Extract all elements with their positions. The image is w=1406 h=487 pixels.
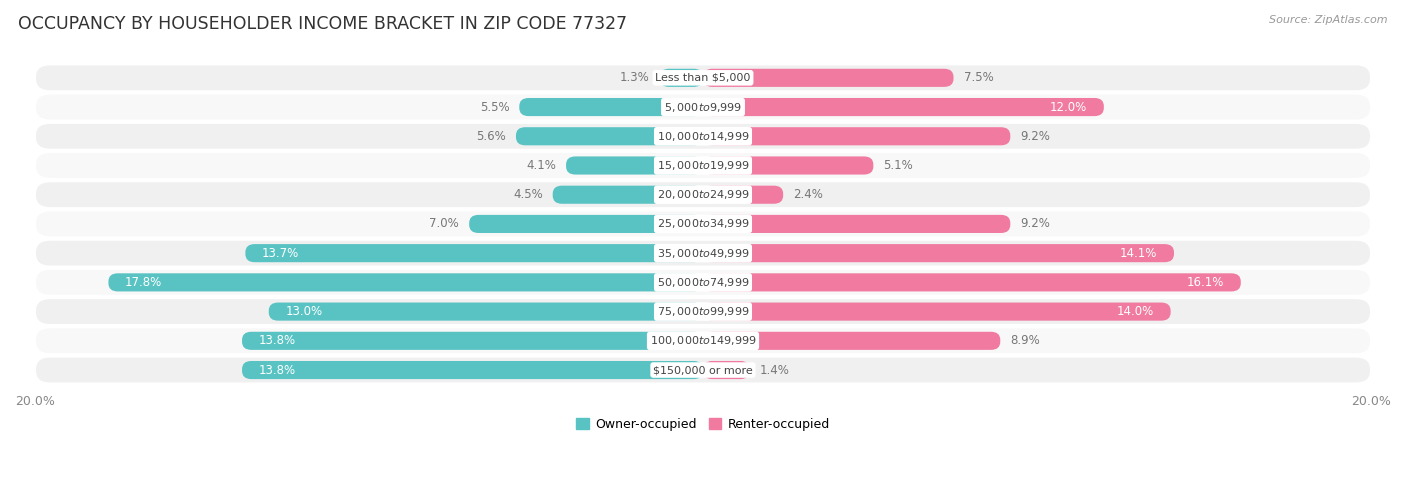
Text: 5.1%: 5.1% [883, 159, 912, 172]
FancyBboxPatch shape [470, 215, 703, 233]
FancyBboxPatch shape [703, 302, 1171, 320]
FancyBboxPatch shape [659, 69, 703, 87]
Text: 8.9%: 8.9% [1011, 334, 1040, 347]
FancyBboxPatch shape [35, 240, 1371, 266]
Text: $50,000 to $74,999: $50,000 to $74,999 [657, 276, 749, 289]
Text: 5.6%: 5.6% [477, 130, 506, 143]
Text: 16.1%: 16.1% [1187, 276, 1225, 289]
FancyBboxPatch shape [703, 69, 953, 87]
FancyBboxPatch shape [246, 244, 703, 262]
FancyBboxPatch shape [35, 269, 1371, 296]
Text: 4.5%: 4.5% [513, 188, 543, 201]
Text: Less than $5,000: Less than $5,000 [655, 73, 751, 83]
FancyBboxPatch shape [35, 210, 1371, 237]
FancyBboxPatch shape [703, 361, 749, 379]
Legend: Owner-occupied, Renter-occupied: Owner-occupied, Renter-occupied [571, 412, 835, 435]
Text: 7.0%: 7.0% [429, 217, 460, 230]
Text: 13.7%: 13.7% [262, 246, 299, 260]
Text: 7.5%: 7.5% [963, 71, 993, 84]
Text: $15,000 to $19,999: $15,000 to $19,999 [657, 159, 749, 172]
FancyBboxPatch shape [35, 327, 1371, 354]
FancyBboxPatch shape [703, 186, 783, 204]
FancyBboxPatch shape [35, 181, 1371, 208]
FancyBboxPatch shape [35, 298, 1371, 325]
Text: 1.3%: 1.3% [620, 71, 650, 84]
FancyBboxPatch shape [35, 356, 1371, 383]
FancyBboxPatch shape [516, 127, 703, 145]
Text: 13.8%: 13.8% [259, 363, 295, 376]
Text: $5,000 to $9,999: $5,000 to $9,999 [664, 100, 742, 113]
Text: OCCUPANCY BY HOUSEHOLDER INCOME BRACKET IN ZIP CODE 77327: OCCUPANCY BY HOUSEHOLDER INCOME BRACKET … [18, 15, 627, 33]
FancyBboxPatch shape [553, 186, 703, 204]
Text: 17.8%: 17.8% [125, 276, 162, 289]
Text: 4.1%: 4.1% [526, 159, 555, 172]
Text: 2.4%: 2.4% [793, 188, 823, 201]
Text: Source: ZipAtlas.com: Source: ZipAtlas.com [1270, 15, 1388, 25]
FancyBboxPatch shape [35, 123, 1371, 150]
Text: 14.1%: 14.1% [1121, 246, 1157, 260]
Text: $150,000 or more: $150,000 or more [654, 365, 752, 375]
FancyBboxPatch shape [703, 273, 1240, 291]
FancyBboxPatch shape [703, 215, 1011, 233]
Text: 1.4%: 1.4% [759, 363, 790, 376]
FancyBboxPatch shape [703, 98, 1104, 116]
Text: $100,000 to $149,999: $100,000 to $149,999 [650, 334, 756, 347]
FancyBboxPatch shape [108, 273, 703, 291]
FancyBboxPatch shape [567, 156, 703, 174]
FancyBboxPatch shape [703, 244, 1174, 262]
FancyBboxPatch shape [703, 332, 1000, 350]
FancyBboxPatch shape [703, 127, 1011, 145]
Text: $10,000 to $14,999: $10,000 to $14,999 [657, 130, 749, 143]
FancyBboxPatch shape [35, 152, 1371, 179]
Text: $25,000 to $34,999: $25,000 to $34,999 [657, 217, 749, 230]
Text: 14.0%: 14.0% [1116, 305, 1154, 318]
FancyBboxPatch shape [242, 332, 703, 350]
Text: 12.0%: 12.0% [1050, 100, 1087, 113]
FancyBboxPatch shape [519, 98, 703, 116]
Text: 5.5%: 5.5% [479, 100, 509, 113]
Text: $75,000 to $99,999: $75,000 to $99,999 [657, 305, 749, 318]
Text: 13.0%: 13.0% [285, 305, 322, 318]
Text: 13.8%: 13.8% [259, 334, 295, 347]
FancyBboxPatch shape [703, 156, 873, 174]
FancyBboxPatch shape [242, 361, 703, 379]
Text: $35,000 to $49,999: $35,000 to $49,999 [657, 246, 749, 260]
Text: 9.2%: 9.2% [1021, 130, 1050, 143]
Text: 9.2%: 9.2% [1021, 217, 1050, 230]
FancyBboxPatch shape [35, 64, 1371, 91]
Text: $20,000 to $24,999: $20,000 to $24,999 [657, 188, 749, 201]
FancyBboxPatch shape [35, 94, 1371, 120]
FancyBboxPatch shape [269, 302, 703, 320]
